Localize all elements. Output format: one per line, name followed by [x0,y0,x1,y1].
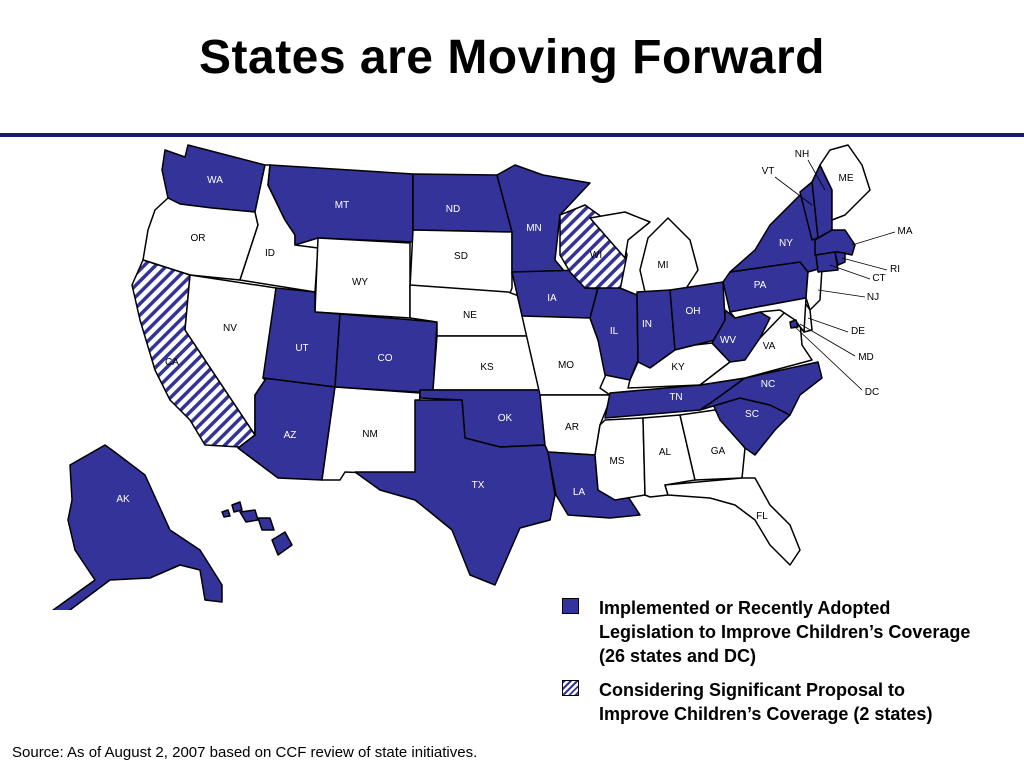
label-TX: TX [472,480,485,491]
state-labels: WA OR CA ID NV MT WY UT AZ CO NM ND SD N… [116,149,913,570]
label-OH: OH [686,306,701,317]
label-ME: ME [839,173,854,184]
label-ND: ND [446,204,460,215]
title-divider [0,133,1024,137]
label-NE: NE [463,310,477,321]
leader-lines [774,159,896,391]
label-MS: MS [610,456,625,467]
legend-label-adopted: Implemented or Recently Adopted Legislat… [599,598,971,666]
label-DC: DC [865,387,879,398]
state-CT[interactable] [815,251,839,273]
label-OK: OK [498,413,513,424]
label-HI: HI [301,559,311,570]
state-NJ[interactable] [805,267,823,311]
label-ID: ID [265,248,275,259]
label-LA: LA [573,487,586,498]
label-MN: MN [526,223,542,234]
label-GA: GA [711,446,726,457]
legend-swatch-solid [562,598,579,614]
label-MI: MI [657,260,668,271]
us-map: WA OR CA ID NV MT WY UT AZ CO NM ND SD N… [42,144,913,610]
label-VT: VT [762,166,775,177]
label-CO: CO [378,353,393,364]
page-title: States are Moving Forward [199,31,825,84]
legend-swatch-hatch [562,680,579,696]
label-NM: NM [362,429,378,440]
legend: Implemented or Recently Adopted Legislat… [562,596,1022,736]
label-VA: VA [763,341,776,352]
label-AK: AK [116,494,130,505]
state-MD[interactable] [729,297,807,333]
source-note: Source: As of August 2, 2007 based on CC… [12,744,478,761]
label-NY: NY [779,238,793,249]
label-NH: NH [795,149,809,160]
label-MT: MT [335,200,349,211]
legend-label-considering: Considering Significant Proposal to Impr… [599,680,933,724]
state-ND[interactable] [412,173,513,233]
label-KY: KY [671,362,685,373]
label-DE: DE [851,326,865,337]
state-NC[interactable] [699,361,823,416]
label-WY: WY [352,277,368,288]
label-AL: AL [659,447,672,458]
label-IN: IN [642,319,652,330]
label-CT: CT [872,273,885,284]
label-NV: NV [223,323,237,334]
label-UT: UT [295,343,308,354]
label-RI: RI [890,264,900,275]
state-IL[interactable] [584,287,639,381]
state-FL[interactable] [664,477,801,566]
label-AR: AR [565,422,579,433]
label-AZ: AZ [284,430,297,441]
state-ME[interactable] [819,144,871,221]
label-KS: KS [480,362,494,373]
label-SC: SC [745,409,759,420]
legend-item-adopted: Implemented or Recently Adopted Legislat… [562,596,1022,668]
label-IA: IA [547,293,557,304]
state-DC[interactable] [789,319,799,329]
state-AK[interactable] [42,444,223,610]
label-IL: IL [610,326,619,337]
label-FL: FL [756,511,768,522]
label-MD: MD [858,352,874,363]
state-MN[interactable] [496,164,591,276]
label-WA: WA [207,175,223,186]
label-SD: SD [454,251,468,262]
label-MA: MA [898,226,913,237]
state-WV[interactable] [711,309,771,363]
label-OR: OR [191,233,206,244]
state-TX[interactable] [354,399,556,586]
label-CA: CA [165,357,179,368]
label-NJ: NJ [867,292,879,303]
label-NC: NC [761,379,775,390]
label-WI: WI [590,250,602,261]
label-TN: TN [669,392,682,403]
label-WV: WV [720,335,736,346]
state-RI[interactable] [834,251,846,266]
state-MI[interactable] [589,211,699,293]
legend-item-considering: Considering Significant Proposal to Impr… [562,678,1022,726]
label-MO: MO [558,360,574,371]
label-PA: PA [754,280,767,291]
state-HI[interactable] [221,501,293,556]
